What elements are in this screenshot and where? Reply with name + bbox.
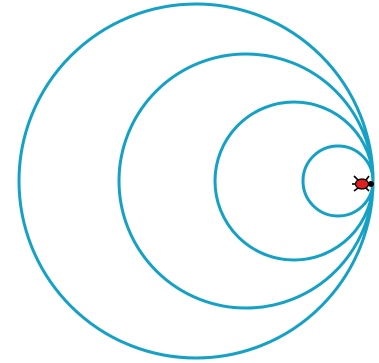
circle-outer bbox=[17, 2, 375, 360]
turtle-icon bbox=[352, 175, 374, 192]
circle-medium bbox=[213, 100, 375, 262]
circle-large bbox=[117, 52, 375, 310]
circle-small bbox=[301, 144, 375, 218]
